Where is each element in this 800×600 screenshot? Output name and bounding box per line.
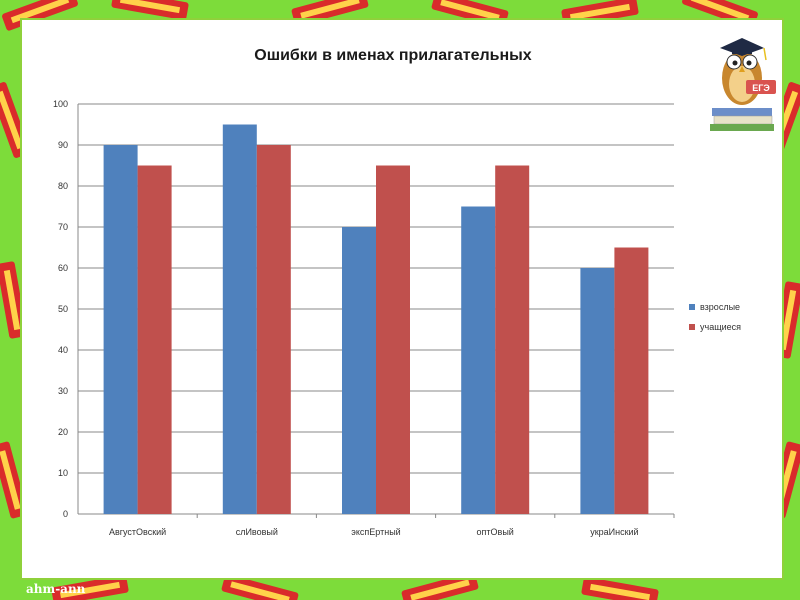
x-tick-label: оптОвый (477, 527, 514, 537)
bar (495, 165, 530, 514)
bar (222, 124, 257, 514)
y-tick-label: 10 (58, 468, 68, 478)
banner-stripe (300, 0, 360, 19)
legend-swatch (689, 304, 695, 310)
x-tick-label: АвгустОвский (109, 527, 166, 537)
bar (461, 206, 496, 514)
bar (256, 145, 291, 514)
ege-badge-text: ЕГЭ (752, 83, 770, 93)
chart-title: Ошибки в именах прилагательных (254, 47, 532, 64)
banner-stripe (230, 581, 290, 600)
y-tick-label: 60 (58, 263, 68, 273)
banner-stripe (119, 0, 181, 14)
y-tick-label: 20 (58, 427, 68, 437)
y-tick-label: 50 (58, 304, 68, 314)
x-tick-label: экспЕртный (351, 527, 400, 537)
banner-stripe (3, 269, 21, 331)
banner-stripe (0, 450, 21, 510)
banner-stripe (589, 583, 651, 600)
legend-label: учащиеся (700, 322, 741, 332)
credit-text: ahm-ann (26, 582, 86, 596)
x-tick-label: украИнский (590, 527, 638, 537)
legend-label: взрослые (700, 302, 740, 312)
banner-stripe (410, 579, 470, 600)
banner-stripe (690, 0, 750, 22)
bar (614, 247, 649, 514)
bar (103, 145, 138, 514)
banner-stripe (440, 0, 500, 21)
owl-mascot-icon: ЕГЭ (710, 38, 776, 131)
banner-stripe (59, 581, 121, 599)
bar (342, 227, 376, 514)
y-tick-label: 40 (58, 345, 68, 355)
y-tick-label: 70 (58, 222, 68, 232)
banner-stripe (10, 0, 70, 24)
x-tick-label: слИвовый (236, 527, 278, 537)
y-tick-label: 90 (58, 140, 68, 150)
banner-stripe (569, 3, 631, 21)
y-tick-label: 0 (63, 509, 68, 519)
banner-stripe (0, 90, 24, 150)
bar (137, 165, 172, 514)
bar (580, 268, 615, 514)
y-tick-label: 80 (58, 181, 68, 191)
legend-swatch (689, 324, 695, 330)
y-tick-label: 30 (58, 386, 68, 396)
y-tick-label: 100 (53, 99, 68, 109)
bar (376, 165, 410, 514)
